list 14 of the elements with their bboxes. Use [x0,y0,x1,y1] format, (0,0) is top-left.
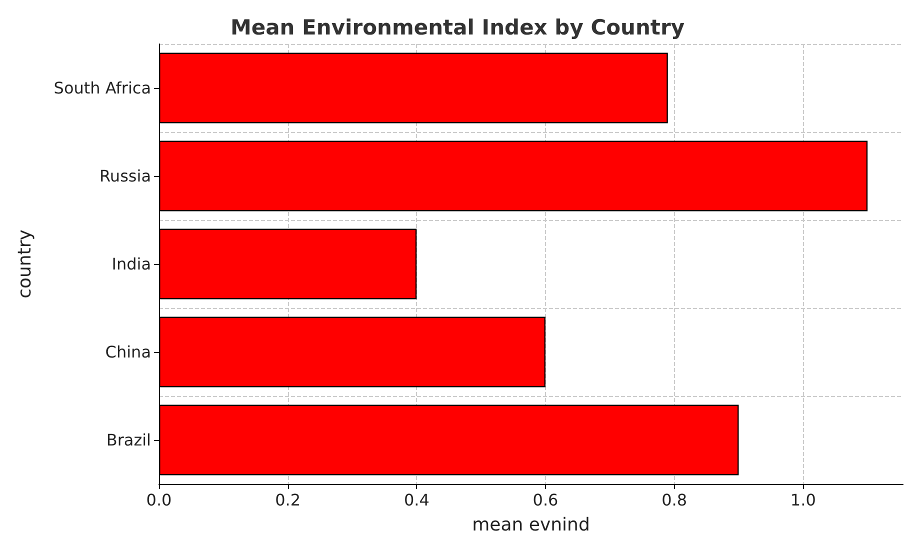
y-tick-label: India [112,254,151,274]
y-tick-label: Russia [100,166,151,186]
y-tick-label: China [105,342,151,362]
x-tick-label: 0.6 [532,490,558,510]
x-tick-label: 0.0 [146,490,172,510]
y-tick-label: Brazil [106,430,151,450]
x-tick-label: 0.2 [275,490,301,510]
x-tick-label: 1.0 [790,490,816,510]
y-tick-label: South Africa [54,78,151,98]
x-axis-title: mean evnind [472,514,590,536]
y-axis-title: country [14,229,36,298]
x-tick-label: 0.4 [404,490,430,510]
chart-title: Mean Environmental Index by Country [230,16,685,40]
x-tick-label: 0.8 [662,490,688,510]
